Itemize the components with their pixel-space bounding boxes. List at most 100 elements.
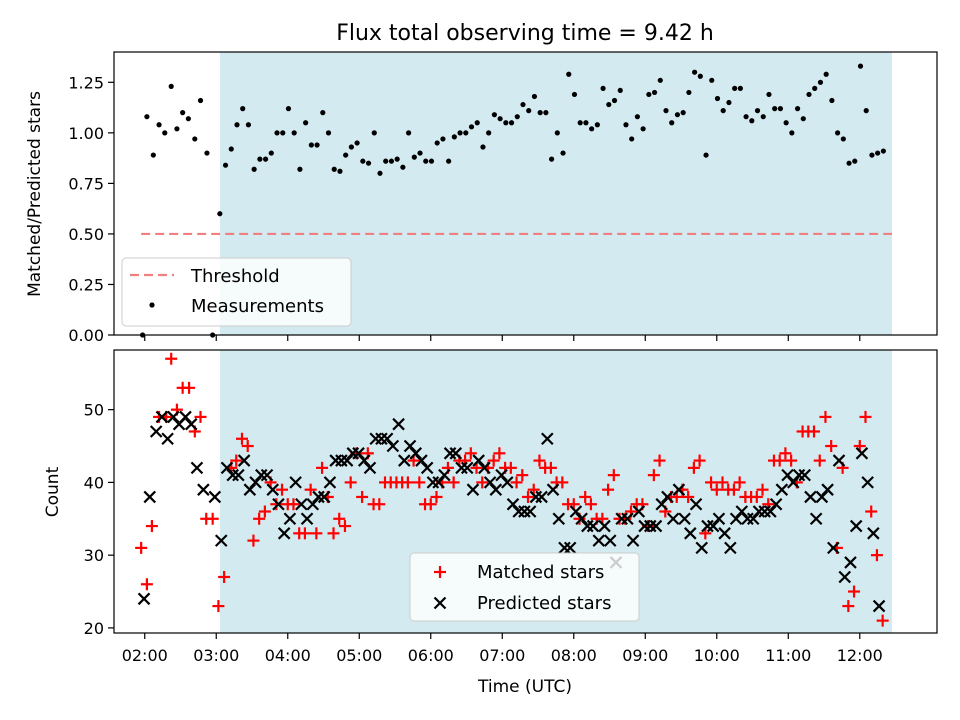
predicted-stars-point [695,541,709,555]
top-y-tick-label: 0.75 [68,174,104,193]
predicted-stars-point [804,490,817,504]
predicted-stars-point [512,505,525,518]
measurement-point [526,108,532,114]
measurement-point [197,97,204,104]
measurement-point [537,110,543,116]
x-tick-label: 11:00 [765,646,811,665]
matched-stars-point [298,527,311,540]
predicted-stars-point [266,483,280,496]
predicted-stars-point [838,570,852,584]
measurement-point [217,211,223,217]
bottom-y-axis: 20 30 40 50 [84,401,114,638]
matched-stars-point [140,578,153,591]
matched-stars-point [476,476,489,489]
predicted-stars-point [329,454,342,467]
measurement-point [174,126,180,132]
measurement-point [697,73,703,79]
measurement-point [560,150,566,156]
measurement-point [411,154,417,160]
measurement-point [228,146,234,152]
x-tick-label: 08:00 [551,646,597,665]
predicted-stars-point [712,512,726,526]
matched-stars-point [556,476,569,489]
matched-stars-point [424,498,437,511]
measurement-point [640,126,646,132]
matched-stars-point [682,490,695,503]
measurement-point [150,152,156,158]
predicted-stars-point [558,541,571,555]
measurement-point [703,152,709,158]
measurement-point [852,158,858,164]
measurement-point [880,148,886,154]
measurement-point [388,158,395,164]
matched-stars-point [785,454,798,467]
measurement-point [180,110,186,116]
measurement-point [583,120,589,126]
measurement-point [732,85,738,91]
predicted-stars-point [632,505,646,518]
predicted-stars-point [638,519,651,533]
matched-stars-point [848,585,861,598]
predicted-stars-point [300,512,314,526]
matched-stars-point [607,469,620,482]
measurement-point [480,144,486,150]
predicted-stars-point [809,512,823,526]
predicted-stars-point [861,476,874,489]
predicted-stars-point [598,519,611,533]
measurement-point [262,156,269,162]
matched-stars-point [487,454,500,467]
measurement-point [772,106,778,112]
matched-stars-point [310,527,323,540]
predicted-stars-point [260,468,274,482]
top-y-tick-label: 0.50 [68,225,104,244]
measurement-point [468,124,475,130]
predicted-stars-point [460,461,474,475]
predicted-stars-point [155,410,169,424]
measurement-point [240,106,246,112]
measurement-point [594,122,600,128]
measurement-point [789,130,795,136]
matched-stars-point [687,461,700,474]
measurement-point [835,130,841,136]
measurement-point [737,85,743,91]
matched-stars-point [710,483,723,496]
measurement-point [554,130,560,136]
predicted-stars-point [369,432,382,446]
predicted-stars-point [518,505,531,518]
matched-stars-point [212,600,225,613]
legend-threshold-label: Threshold [190,266,280,287]
matched-stars-point [825,440,838,453]
predicted-stars-point [666,512,680,526]
matched-stars-point [447,476,460,489]
top-plot-frame [113,51,938,336]
measurement-point [680,110,686,116]
predicted-stars-point [232,468,245,482]
predicted-stars-point [335,454,348,467]
matched-stars-point [287,498,300,511]
matched-stars-point [270,498,283,511]
matched-stars-point [544,461,557,474]
top-x-ticks [144,335,861,341]
measurement-point [428,158,435,164]
predicted-stars-point [701,519,714,533]
matched-stars-point [413,476,426,489]
predicted-stars-point [535,490,548,504]
matched-stars-point [316,461,329,474]
legend-predicted-label: Predicted stars [477,593,611,614]
predicted-stars-point [478,461,491,475]
measurement-point [692,69,698,75]
measurement-point [314,142,320,148]
predicted-stars-point [443,447,457,460]
legend-matched-label: Matched stars [477,562,604,583]
measurement-point [812,85,818,91]
matched-stars-point [876,614,889,627]
legend-matched-swatch [434,566,446,578]
matched-stars-point [145,520,158,533]
measurement-point [720,108,726,114]
top-y-tick-label: 0.25 [68,275,104,294]
top-y-tick-label: 1.00 [68,124,104,143]
predicted-stars-point [289,476,302,489]
measurement-point [663,108,669,114]
measurement-point [617,87,623,94]
